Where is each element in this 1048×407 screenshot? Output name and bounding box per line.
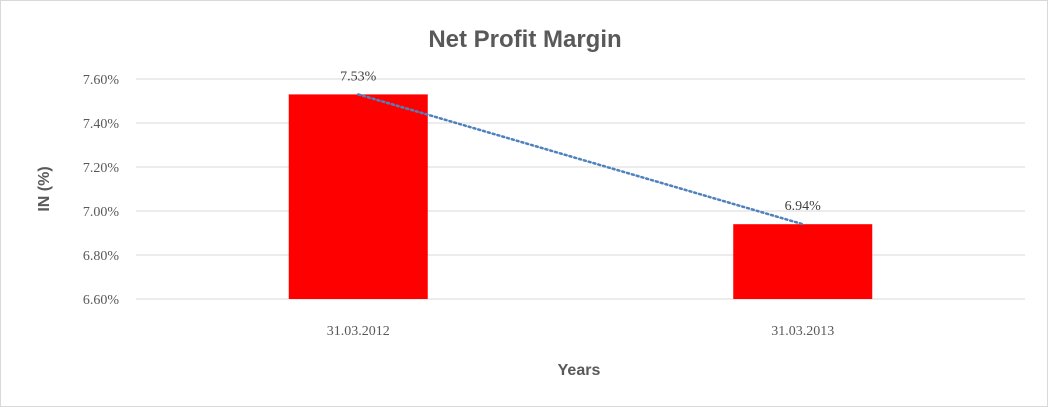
trendline: [357, 93, 804, 226]
bar: [733, 224, 873, 299]
y-tick-label: 7.20%: [83, 161, 120, 176]
data-label: 6.94%: [785, 199, 822, 214]
y-tick-label: 6.80%: [83, 249, 120, 264]
x-tick-label: 31.03.2012: [327, 324, 390, 339]
data-labels: 7.53% 6.94%: [340, 69, 821, 214]
data-label: 7.53%: [340, 69, 377, 84]
y-tick-label: 6.60%: [83, 293, 120, 308]
x-tick-label: 31.03.2013: [771, 324, 834, 339]
y-tick-label: 7.60%: [83, 73, 120, 88]
gridlines: 6.60% 6.80% 7.00% 7.20% 7.40% 7.60%: [83, 73, 1025, 308]
y-tick-label: 7.40%: [83, 117, 120, 132]
x-axis-title: Years: [558, 362, 601, 379]
y-tick-label: 7.00%: [83, 205, 120, 220]
y-axis-title: IN (%): [36, 166, 53, 211]
bars: [288, 94, 873, 300]
chart-title: Net Profit Margin: [428, 26, 621, 53]
x-tick-labels: 31.03.2012 31.03.2013: [327, 324, 835, 339]
bar: [288, 94, 428, 300]
trendline-group: [357, 93, 804, 226]
